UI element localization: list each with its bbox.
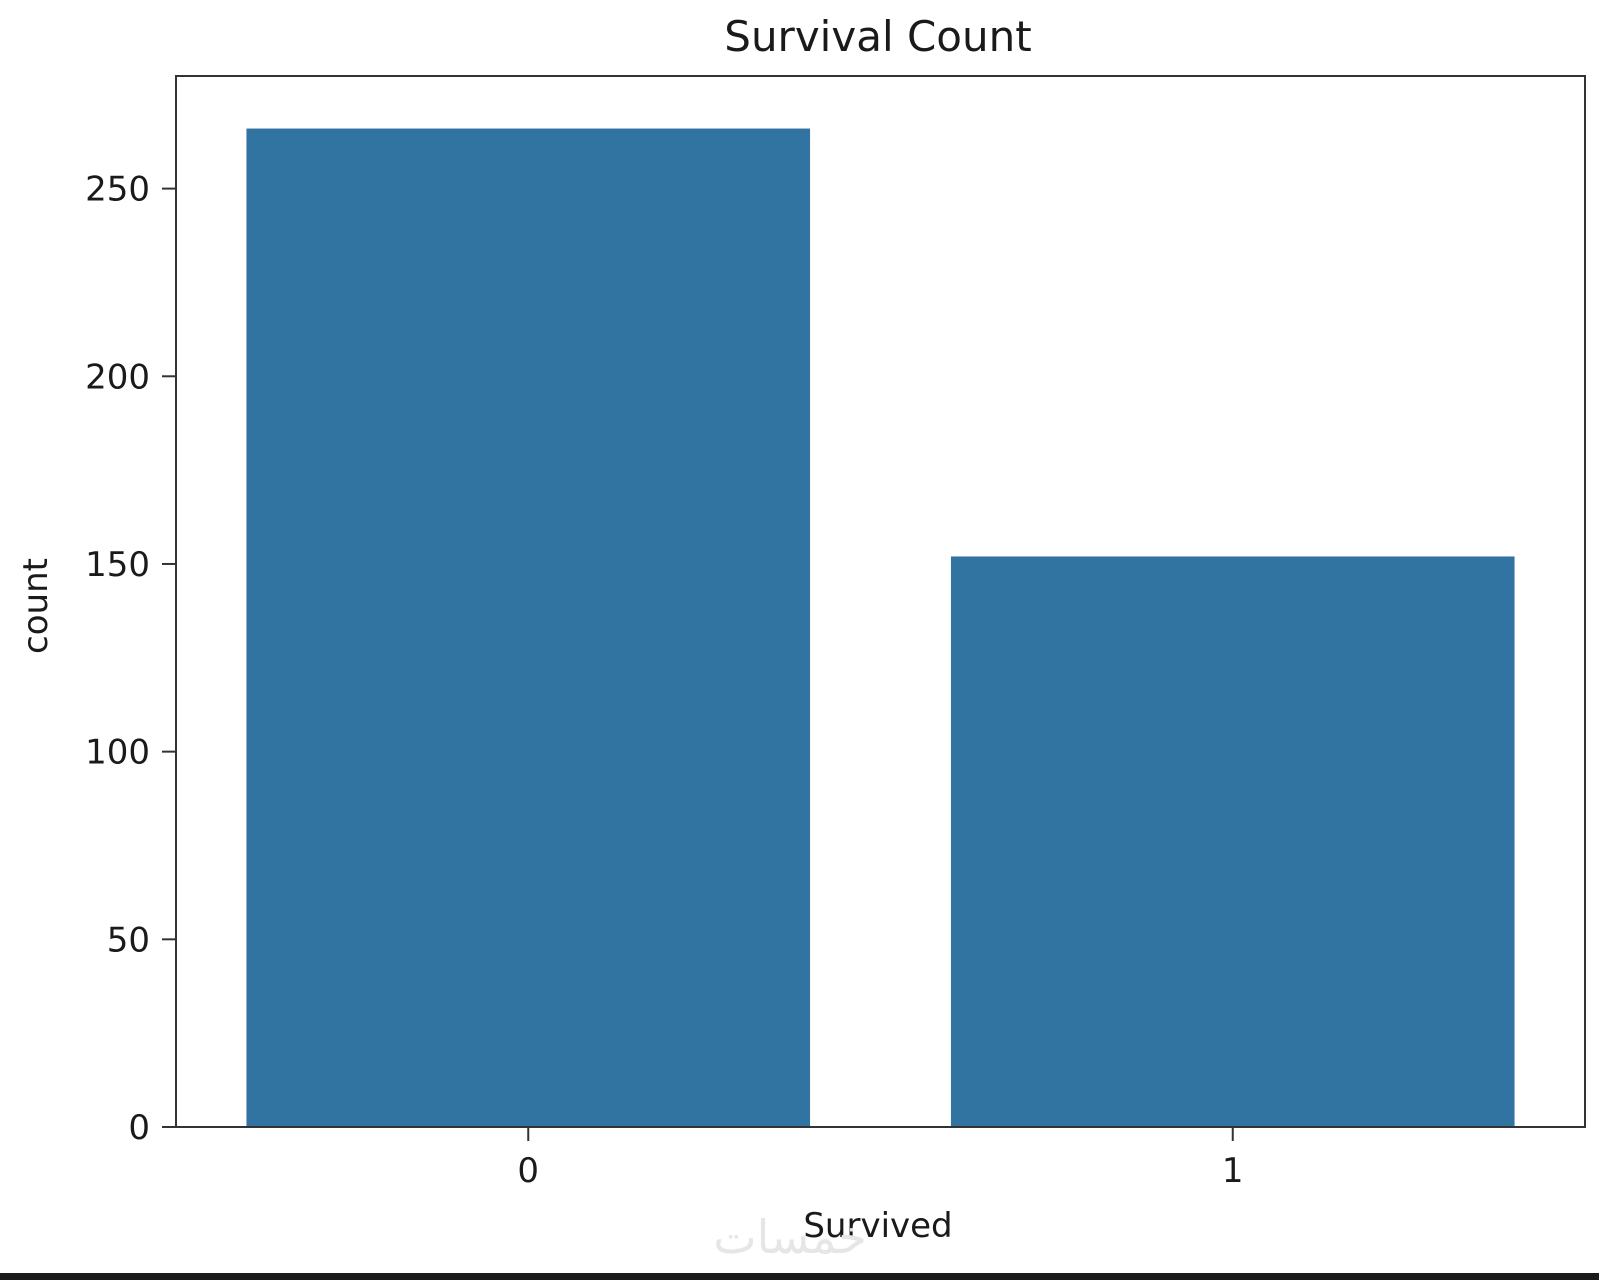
bar-0 bbox=[246, 128, 811, 1128]
bars-layer bbox=[246, 128, 1515, 1128]
y-tick-label-150: 150 bbox=[85, 545, 150, 585]
bar-1 bbox=[950, 556, 1515, 1127]
y-axis-label: count bbox=[16, 558, 56, 654]
y-ticks-layer: 0 50 100 150 200 250 bbox=[85, 170, 176, 1148]
chart-title: Survival Count bbox=[724, 12, 1031, 61]
y-tick-label-0: 0 bbox=[128, 1108, 150, 1148]
y-tick-label-50: 50 bbox=[107, 920, 150, 960]
x-tick-label-1: 1 bbox=[1222, 1151, 1244, 1191]
plot-frame bbox=[175, 75, 1586, 1128]
x-tick-label-0: 0 bbox=[517, 1151, 539, 1191]
y-tick-label-100: 100 bbox=[85, 733, 150, 773]
watermark-logo: خمسات bbox=[713, 1210, 866, 1264]
bottom-border bbox=[0, 1273, 1599, 1280]
y-tick-label-200: 200 bbox=[85, 357, 150, 397]
x-axis-label: Survived bbox=[803, 1206, 952, 1246]
y-tick-label-250: 250 bbox=[85, 170, 150, 210]
